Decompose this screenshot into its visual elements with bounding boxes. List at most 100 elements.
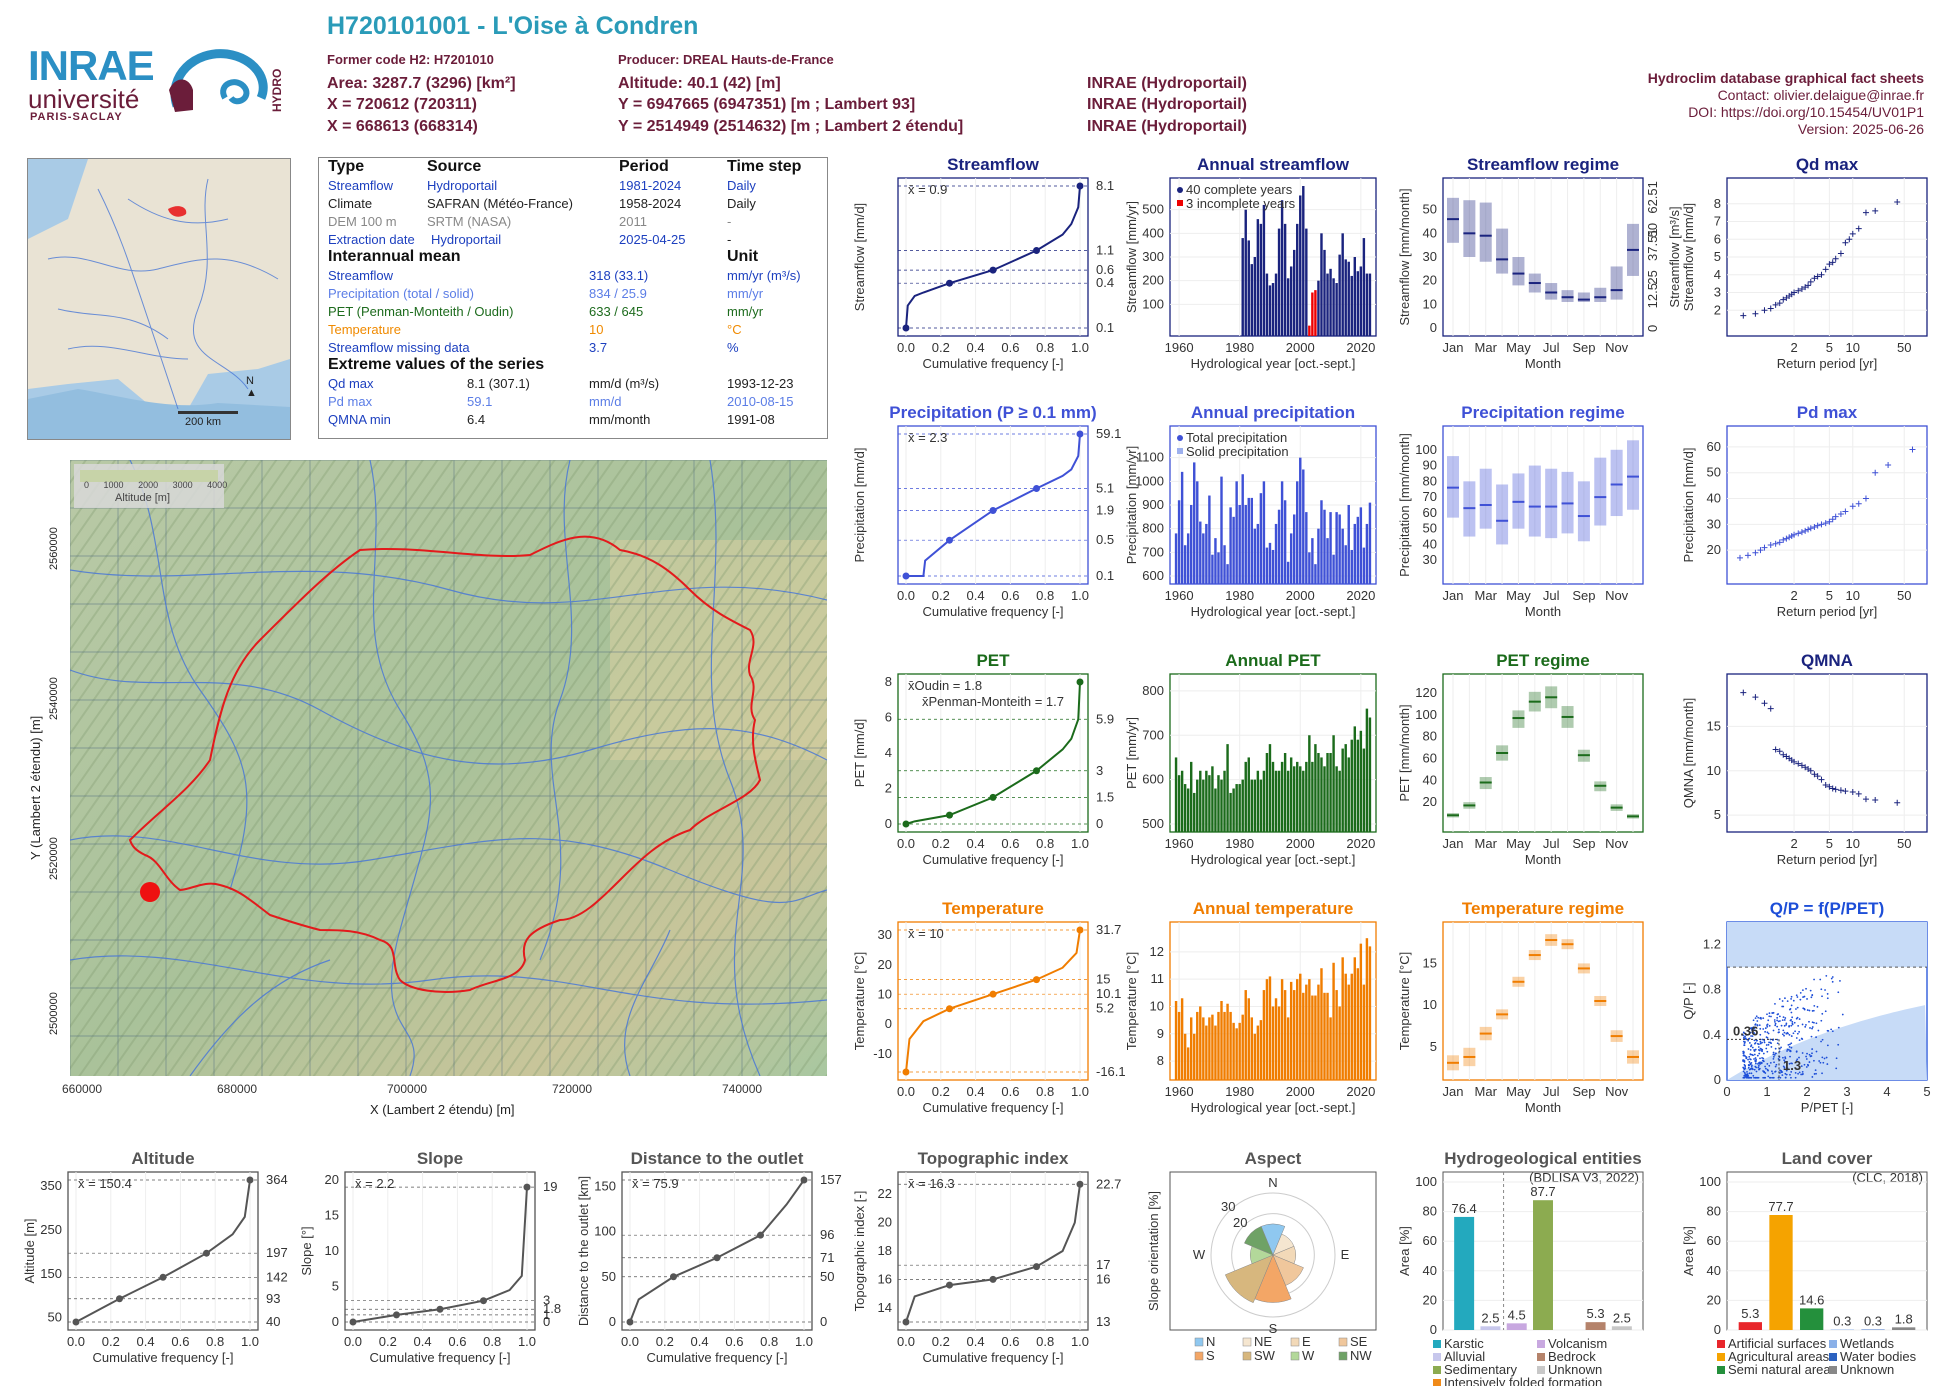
quantile-label: 0.5	[1096, 532, 1114, 547]
qp-point	[1821, 1072, 1823, 1075]
annual-bar	[1256, 1025, 1260, 1080]
qp-point	[1788, 1062, 1791, 1065]
annual-bar	[1323, 766, 1326, 832]
x-tick-label: 0.4	[414, 1334, 432, 1349]
y-tick-label: 10	[1707, 763, 1721, 778]
return-period-point	[1829, 259, 1836, 266]
qp-point	[1742, 1034, 1745, 1037]
qp-point	[1815, 1036, 1817, 1039]
qp-point	[1790, 1042, 1793, 1045]
chart-title: Precipitation regime	[1461, 403, 1624, 422]
qp-point	[1769, 1076, 1772, 1079]
annual-bar	[1205, 523, 1208, 584]
x-tick-label: 0.2	[932, 836, 950, 851]
doi-link[interactable]: DOI: https://doi.org/10.15454/UV01P1	[1688, 104, 1924, 120]
annual-bar	[1262, 990, 1266, 1080]
x-tick-label: 0.0	[621, 1334, 639, 1349]
legend-marker	[1242, 1351, 1252, 1361]
qp-point	[1767, 1075, 1770, 1078]
quantile-label: 197	[266, 1245, 288, 1260]
annual-bar	[1353, 726, 1357, 832]
return-period-point	[1862, 495, 1869, 502]
qp-point	[1813, 1021, 1815, 1024]
qp-point	[1789, 1050, 1792, 1053]
legend-marker	[1177, 435, 1183, 441]
x-tick-label: 2020	[1346, 588, 1375, 603]
annual-bar	[1344, 744, 1347, 832]
y-tick-label: 8	[1157, 1053, 1164, 1068]
x-tick-label: Sep	[1572, 588, 1595, 603]
qp-point	[1744, 1064, 1747, 1067]
x-tick-label: 0.6	[1001, 1334, 1019, 1349]
quantile-label: 3	[543, 1293, 550, 1308]
chart-title: Precipitation (P ≥ 0.1 mm)	[889, 403, 1096, 422]
qp-point	[1815, 1050, 1818, 1053]
qp-point	[1808, 1053, 1811, 1056]
mean-unit: mm/yr	[727, 286, 764, 301]
annual-bar	[1359, 730, 1363, 832]
qp-point	[1813, 1073, 1816, 1075]
annual-bar	[1211, 554, 1214, 584]
y-axis-label: Streamflow [mm/d]	[1681, 203, 1696, 311]
quantile-point	[902, 820, 910, 828]
qp-point	[1790, 995, 1793, 998]
qp-point	[1796, 1058, 1799, 1061]
annual-bar	[1271, 549, 1275, 584]
annual-bar	[1274, 770, 1278, 832]
annual-bar	[1208, 1017, 1211, 1080]
x-tick-label: 0.6	[448, 1334, 466, 1349]
annual-bar	[1323, 992, 1326, 1080]
annual-bar	[1292, 990, 1296, 1080]
annual-bar	[1177, 1011, 1181, 1080]
quantile-point	[670, 1273, 677, 1281]
annual-bar	[1244, 209, 1247, 336]
plot-frame	[897, 673, 1089, 833]
y-tick-label: 0.8	[1703, 982, 1721, 997]
x-tick-label: 5	[1826, 836, 1833, 851]
return-period-point	[1837, 511, 1844, 518]
annual-bar	[1356, 271, 1360, 336]
annual-bar	[1277, 1006, 1281, 1080]
y-l93: Y = 6947665 (6947351) [m ; Lambert 93]	[618, 96, 916, 113]
category-bar	[1800, 1308, 1824, 1330]
x-tick-label: 0.6	[1001, 340, 1019, 355]
qp-point	[1762, 1017, 1765, 1020]
compass-label: W	[1193, 1247, 1206, 1262]
quantile-point	[989, 506, 997, 514]
regime-box	[1496, 228, 1509, 274]
annual-bar	[1341, 957, 1344, 1080]
x-tick-label: 0.0	[897, 340, 915, 355]
x-tick-label: Jan	[1443, 340, 1464, 355]
annual-bar	[1359, 266, 1363, 336]
y-tick-label: 800	[1142, 683, 1164, 698]
annual-bar	[1329, 268, 1332, 336]
university-logo: université	[28, 84, 140, 114]
rose-sector	[1244, 1226, 1274, 1256]
annual-bar	[1199, 1006, 1202, 1080]
y-axis-label: QMNA [mm/month]	[1681, 698, 1696, 809]
contact[interactable]: Contact: olivier.delaigue@inrae.fr	[1717, 87, 1924, 103]
qp-point	[1805, 1024, 1807, 1026]
y-tick-label: 70	[1423, 489, 1437, 504]
qp-point	[1743, 1032, 1746, 1035]
quantile-label: 0	[820, 1314, 827, 1329]
quantile-label: 22.7	[1096, 1176, 1121, 1191]
return-period-point	[1780, 536, 1787, 543]
qp-point	[1750, 1076, 1753, 1079]
annual-bar	[1265, 273, 1269, 336]
annual-bar	[1286, 1017, 1290, 1080]
legend-marker	[1194, 1351, 1204, 1361]
annual-bar	[1299, 766, 1302, 832]
x-axis-label: Hydrological year [oct.-sept.]	[1191, 604, 1356, 619]
qp-point	[1785, 1073, 1788, 1076]
annual-bar	[1277, 228, 1281, 336]
x-tick-label: Mar	[1475, 836, 1498, 851]
x-tick-label: 2000	[1286, 588, 1315, 603]
qp-point	[1761, 1048, 1764, 1051]
annual-bar	[1259, 493, 1263, 584]
qp-point	[1748, 1064, 1751, 1067]
quantile-point	[1076, 1180, 1084, 1188]
annual-bar	[1226, 744, 1229, 832]
annual-bar	[1262, 770, 1266, 832]
return-period-point	[1752, 310, 1759, 317]
